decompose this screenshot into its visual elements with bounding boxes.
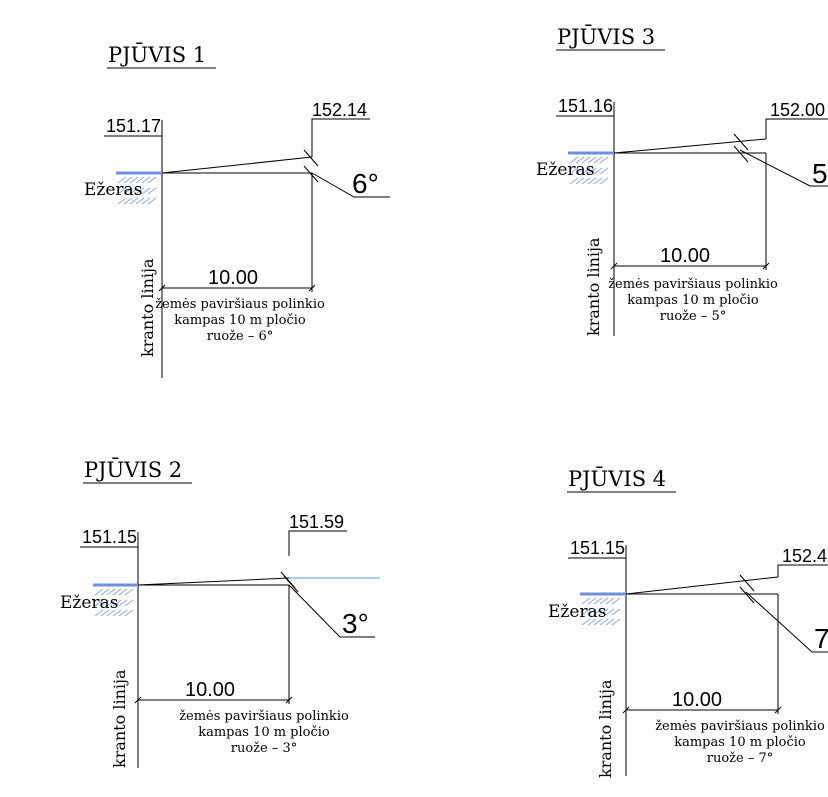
end-elevation-label: 151.59 xyxy=(289,512,344,532)
shore-elevation-label: 151.15 xyxy=(570,538,625,558)
distance-label: 10.00 xyxy=(208,267,258,289)
bank-line-label: kranto linija xyxy=(596,679,615,778)
dimension-tick xyxy=(308,284,316,292)
break-mark xyxy=(733,145,749,163)
ground-profile-line xyxy=(625,576,779,595)
section-pjuvis-3: PJŪVIS 3 151.16 152.00 Ežeras 5° xyxy=(536,24,828,336)
caption-line-3: ruože – 3° xyxy=(231,741,298,756)
ground-profile-line xyxy=(613,138,767,154)
dimension-tick xyxy=(285,696,293,704)
distance-label: 10.00 xyxy=(185,679,235,701)
dimension-tick xyxy=(622,706,630,714)
slope-angle-label: 7° xyxy=(814,623,828,654)
break-mark xyxy=(739,574,755,592)
end-elevation-leader xyxy=(288,530,347,556)
bank-line-label: kranto linija xyxy=(110,669,129,768)
shore-elevation-label: 151.17 xyxy=(106,116,161,136)
end-elevation-label: 152.00 xyxy=(770,100,825,120)
distance-label: 10.00 xyxy=(660,245,710,267)
caption-line-2: kampas 10 m pločio xyxy=(174,313,306,328)
water-hatch xyxy=(94,588,134,617)
slope-angle-leader xyxy=(311,172,390,198)
dimension-tick xyxy=(762,262,770,270)
caption-line-2: kampas 10 m pločio xyxy=(627,293,759,308)
distance-label: 10.00 xyxy=(672,689,722,711)
end-elevation-leader xyxy=(311,118,370,157)
water-hatch xyxy=(117,176,157,205)
slope-angle-leader xyxy=(288,584,375,638)
section-title: PJŪVIS 2 xyxy=(84,457,182,482)
section-pjuvis-2: PJŪVIS 2 151.15 151.59 Ežeras 3° xyxy=(60,457,380,768)
lake-label: Ežeras xyxy=(84,180,142,200)
section-title: PJŪVIS 3 xyxy=(557,24,655,49)
caption-line-3: ruože – 6° xyxy=(207,329,274,344)
break-mark xyxy=(739,586,755,604)
lake-label: Ežeras xyxy=(548,602,606,622)
bank-line-label: kranto linija xyxy=(138,258,157,357)
break-mark xyxy=(733,133,749,151)
slope-angle-label: 6° xyxy=(352,168,379,199)
lake-label: Ežeras xyxy=(536,160,594,180)
end-elevation-label: 152.4 xyxy=(782,546,827,566)
end-elevation-leader xyxy=(777,564,828,577)
section-pjuvis-4: PJŪVIS 4 151.15 152.4 Ežeras 7° xyxy=(548,466,828,778)
shore-elevation-label: 151.16 xyxy=(558,96,613,116)
slope-angle-label: 5° xyxy=(812,158,828,189)
end-elevation-leader xyxy=(765,118,828,139)
water-hatch xyxy=(569,156,609,185)
dimension-tick xyxy=(134,696,142,704)
caption-line-1: žemės paviršiaus polinkio xyxy=(155,297,325,312)
caption-line-3: ruože – 5° xyxy=(660,309,727,324)
slope-angle-leader xyxy=(745,591,828,653)
section-pjuvis-1: PJŪVIS 1 151.17 152.14 Ežeras 6° xyxy=(84,42,390,378)
ground-profile-line xyxy=(161,156,313,174)
section-title: PJŪVIS 4 xyxy=(568,466,666,491)
end-elevation-label: 152.14 xyxy=(312,100,367,120)
caption-line-1: žemės paviršiaus polinkio xyxy=(179,709,349,724)
dimension-tick xyxy=(610,262,618,270)
break-mark xyxy=(303,149,319,167)
caption-line-1: žemės paviršiaus polinkio xyxy=(608,277,778,292)
ground-profile-line xyxy=(137,577,290,586)
slope-angle-label: 3° xyxy=(342,608,369,639)
shore-elevation-label: 151.15 xyxy=(82,527,137,547)
section-title: PJŪVIS 1 xyxy=(108,42,206,67)
caption-line-2: kampas 10 m pločio xyxy=(674,735,806,750)
break-mark xyxy=(283,575,299,593)
bank-line-label: kranto linija xyxy=(584,237,603,336)
caption-line-2: kampas 10 m pločio xyxy=(198,725,330,740)
dimension-tick xyxy=(774,706,782,714)
slope-angle-leader xyxy=(739,149,828,187)
water-hatch xyxy=(581,597,621,626)
caption-line-3: ruože – 7° xyxy=(707,751,774,766)
dimension-tick xyxy=(158,284,166,292)
break-mark xyxy=(303,165,319,183)
lake-label: Ežeras xyxy=(60,593,118,613)
caption-line-1: žemės paviršiaus polinkio xyxy=(655,719,825,734)
